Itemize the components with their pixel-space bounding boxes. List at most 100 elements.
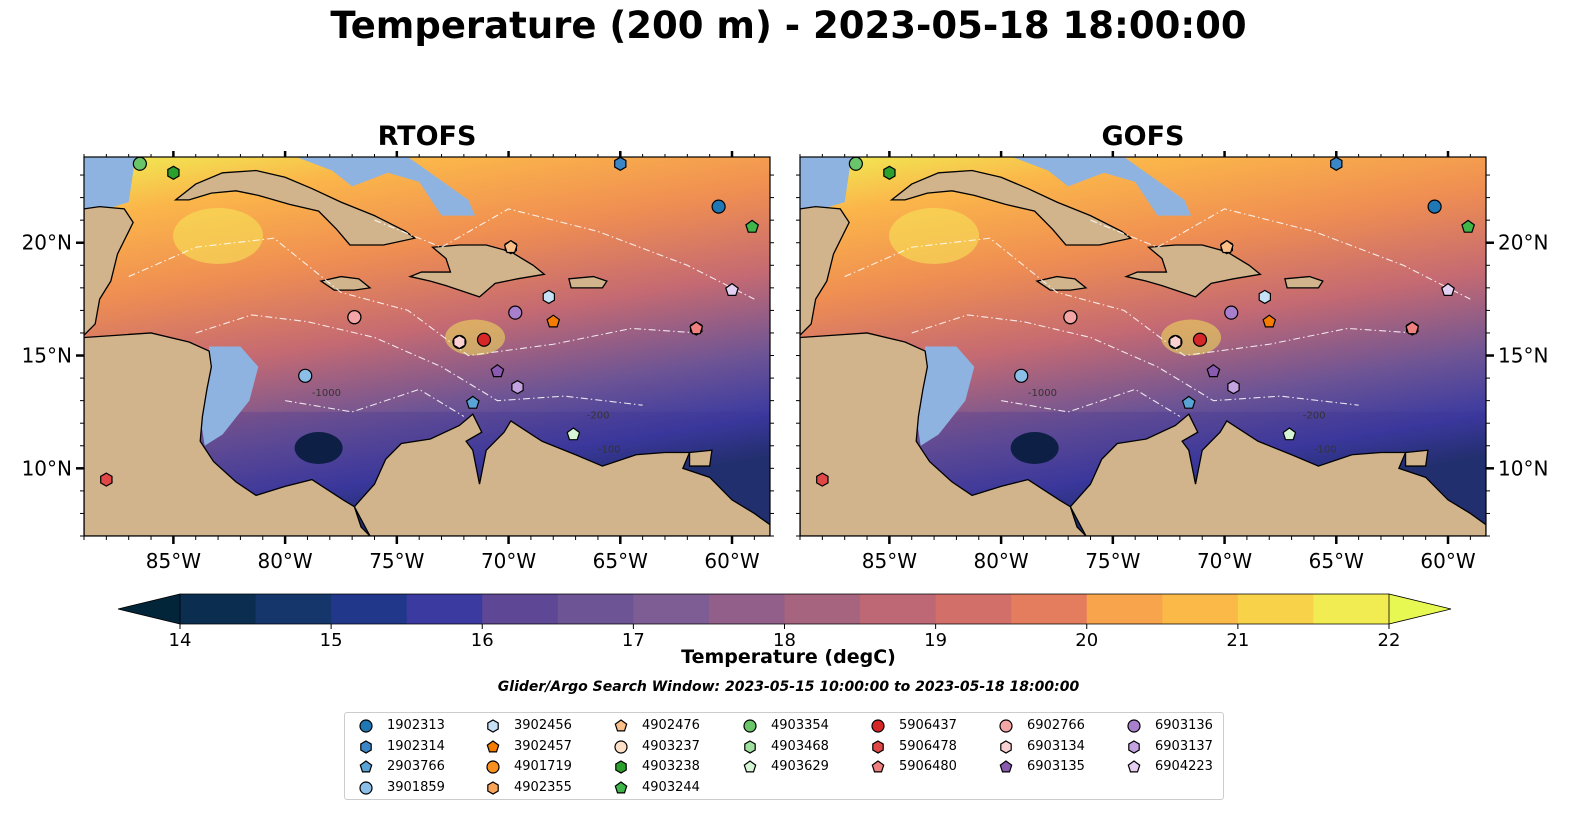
shelf-nicaragua-shelf	[916, 346, 975, 446]
y-tick-label: 10°N	[1498, 456, 1548, 480]
colorbar: 14 15 16 17 18 19 20 21 22	[117, 593, 1452, 646]
float-marker-5906480	[1405, 321, 1420, 335]
colorbar-bin	[1011, 594, 1088, 624]
float-marker-5906478	[100, 472, 113, 487]
land-puerto-rico	[1284, 275, 1324, 289]
legend-marker-1902314	[360, 739, 372, 754]
x-tick-label: 70°W	[481, 549, 536, 573]
float-marker-6903134	[453, 334, 466, 350]
x-tick-label: 80°W	[973, 549, 1028, 573]
map-frame	[799, 156, 1487, 537]
circle-marker-icon	[486, 760, 500, 774]
land-trinidad	[1404, 449, 1429, 467]
colorbar-tick-label: 17	[622, 630, 645, 646]
float-marker-6902766	[1063, 310, 1078, 325]
hexagon-marker-icon	[360, 739, 372, 754]
colorbar-bin	[860, 594, 937, 624]
colorbar-tick-label: 19	[924, 630, 947, 646]
colorbar-bin	[1313, 594, 1390, 624]
pentagon-marker-icon	[999, 760, 1013, 773]
hexagon-marker-icon	[744, 739, 756, 754]
float-marker-4903354	[848, 157, 863, 171]
float-marker-4903244	[745, 219, 760, 233]
colorbar-bin	[406, 594, 483, 624]
float-marker-4902476	[1219, 239, 1234, 254]
land-south-america	[353, 413, 770, 536]
legend-label: 3902456	[514, 718, 572, 733]
map-panel-gofs: -1000 -200 -100 85°W 80°W 75°W 70°W 65°W 60°W 10°…	[796, 151, 1548, 573]
land-trinidad	[688, 449, 713, 467]
float-marker-6903137	[1227, 379, 1240, 395]
legend-label: 1902313	[387, 718, 445, 733]
eez-boundary	[374, 208, 755, 300]
legend-marker-4903354	[743, 719, 757, 733]
colorbar-bin	[1086, 594, 1163, 624]
x-tick-label: 60°W	[1420, 549, 1475, 573]
legend-marker-4902476	[614, 719, 628, 732]
circle-marker-icon	[614, 739, 628, 754]
float-marker-3902456	[1258, 289, 1272, 305]
eez-boundary	[195, 314, 643, 406]
hexagon-marker-icon	[1000, 739, 1012, 754]
circle-marker-icon	[743, 719, 757, 733]
legend-marker-1902313	[359, 719, 373, 733]
pentagon-marker-icon	[614, 780, 628, 793]
shelf-campeche	[800, 157, 852, 216]
cold-eddy	[294, 432, 343, 465]
float-marker-3901859	[1014, 368, 1029, 383]
contour-label: -1000	[1028, 388, 1057, 399]
float-marker-4902476	[503, 239, 518, 254]
colorbar-tick-label: 18	[773, 630, 796, 646]
legend-label: 4903354	[771, 718, 829, 733]
contour-label: -200	[587, 411, 610, 422]
colorbar-tick-label: 16	[471, 630, 494, 646]
pentagon-marker-icon	[486, 739, 500, 752]
legend-label: 6904223	[1155, 759, 1213, 774]
float-marker-6904223	[725, 282, 739, 296]
circle-marker-icon	[359, 719, 373, 733]
land-hispaniola	[1124, 244, 1262, 298]
legend-marker-6903134	[1000, 739, 1012, 754]
legend-marker-6903135	[999, 760, 1013, 773]
float-marker-6903136	[1224, 305, 1239, 320]
float-marker-6903135	[490, 364, 505, 378]
float-marker-4903238	[167, 165, 180, 180]
map-frame	[83, 156, 771, 537]
y-tick-label: 20°N	[22, 231, 72, 255]
shelf-bahamas	[296, 157, 476, 216]
float-marker-3902456	[542, 289, 556, 305]
hexagon-marker-icon	[487, 780, 499, 795]
float-marker-6903136	[508, 305, 523, 320]
legend-label: 5906437	[899, 718, 957, 733]
legend-label: 4903629	[771, 759, 829, 774]
legend-marker-3902456	[487, 719, 499, 733]
legend-label: 1902314	[387, 738, 445, 754]
map-panels: -1000 -200 -100 85°W 80°W 75°W 70°W 65°W 60°W 10°…	[22, 151, 1548, 573]
legend-marker-3901859	[359, 780, 373, 795]
legend-label: 4902355	[514, 779, 572, 795]
x-tick-label: 65°W	[593, 549, 648, 573]
legend-marker-4903237	[614, 739, 628, 754]
hexagon-marker-icon	[1128, 739, 1140, 754]
float-marker-1902314	[1330, 157, 1343, 171]
pentagon-marker-icon	[614, 719, 628, 732]
legend-marker-4903238	[615, 760, 627, 774]
land-puerto-rico	[568, 275, 608, 289]
colorbar-bin	[482, 594, 559, 624]
shelf-campeche	[84, 157, 136, 216]
hexagon-marker-icon	[615, 760, 627, 774]
x-tick-label: 80°W	[257, 549, 312, 573]
float-marker-2903766	[465, 395, 480, 409]
eez-boundary	[844, 237, 1415, 357]
y-tick-label: 10°N	[22, 456, 72, 480]
float-legend: 1902313 1902314 2903766 3901859 3902456 39024…	[344, 712, 1224, 800]
legend-label: 6903136	[1155, 718, 1213, 733]
float-marker-4903354	[132, 157, 147, 171]
y-tick-label: 15°N	[1498, 344, 1548, 368]
circle-marker-icon	[359, 780, 373, 795]
colorbar-extend-high	[1388, 593, 1452, 625]
legend-label: 3902457	[514, 738, 572, 754]
land-yucatan	[800, 205, 850, 337]
land-cuba	[889, 169, 1133, 246]
legend-marker-2903766	[359, 760, 373, 773]
